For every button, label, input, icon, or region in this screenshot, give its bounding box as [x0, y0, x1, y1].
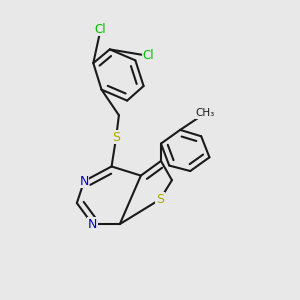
Text: N: N [80, 175, 89, 188]
Text: Cl: Cl [95, 23, 106, 36]
Text: S: S [112, 131, 120, 144]
Text: Cl: Cl [142, 49, 154, 62]
Text: S: S [156, 193, 164, 206]
Text: N: N [88, 218, 97, 231]
Text: CH₃: CH₃ [195, 109, 214, 118]
